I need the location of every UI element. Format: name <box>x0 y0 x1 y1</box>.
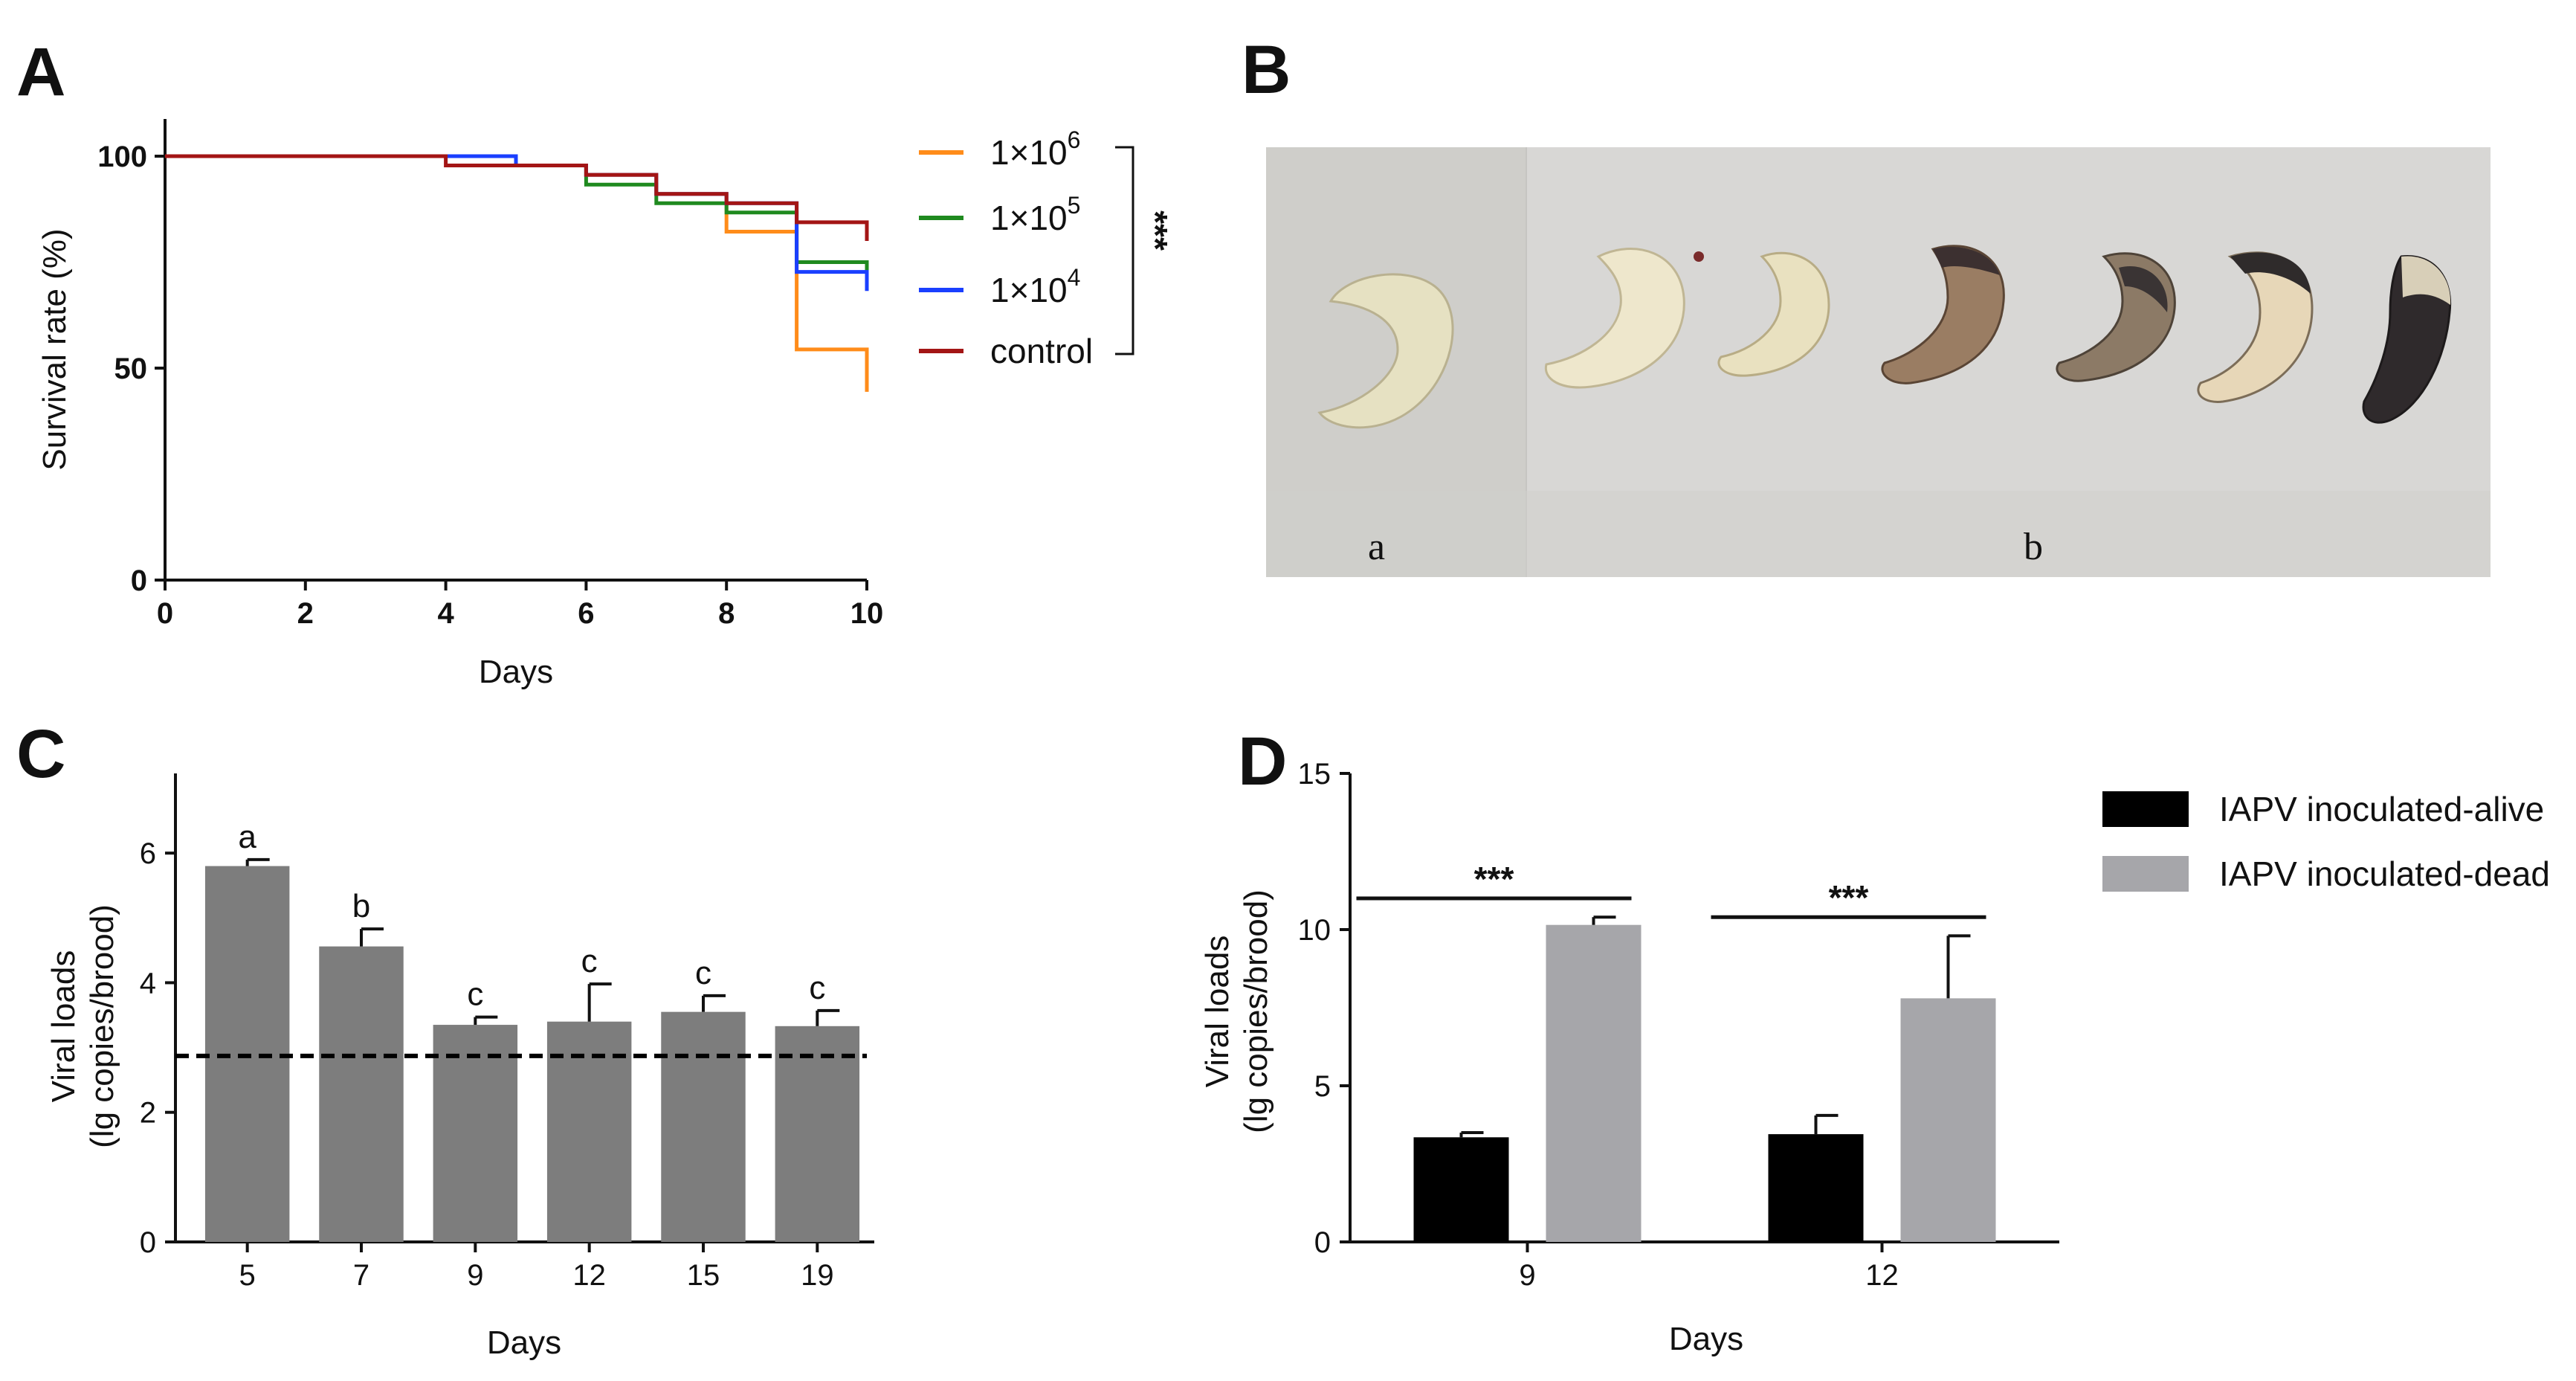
viral-load-days-y-tick-label: 4 <box>140 967 156 999</box>
photo-label-a: a <box>1368 526 1385 568</box>
viral-load-status-x-tick-label: 12 <box>1865 1259 1899 1292</box>
viral-load-days-x-tick-label: 9 <box>467 1259 483 1292</box>
viral-load-days-axes <box>174 773 874 1243</box>
viral-load-status-chart: 0 5 10 15 9 12 *** *** Days Viral loads (lg co… <box>1199 758 2550 1357</box>
viral-load-days-bar-7 <box>319 946 404 1242</box>
viral-load-status-x-axis-label: Days <box>1669 1321 1743 1357</box>
survival-series-line-1 <box>165 154 869 282</box>
survival-x-axis-label: Days <box>479 654 553 690</box>
viral-load-status-bar-0-12 <box>1768 1134 1864 1242</box>
viral-load-days-x-tick-label: 15 <box>687 1259 720 1292</box>
viral-load-days-ticks: 0 2 4 6 5 7 9 12 15 19 <box>140 837 834 1292</box>
survival-legend-label-1: 1×105 <box>990 192 1080 237</box>
viral-load-status-y-tick-label: 5 <box>1314 1070 1331 1103</box>
survival-x-tick-label: 10 <box>850 597 884 630</box>
viral-load-days-bar-12 <box>546 1021 632 1242</box>
viral-load-status-legend-swatch-1 <box>2102 856 2189 892</box>
viral-load-days-chart: 0 2 4 6 5 7 9 12 15 19 a b c c c c Days Viral loads (l… <box>45 773 874 1361</box>
viral-load-status-significance: *** *** <box>1356 860 1986 919</box>
debris-dot <box>1694 251 1704 262</box>
larva-healthy-1 <box>1317 273 1454 429</box>
larva-infected-3 <box>2197 251 2314 403</box>
panel-label-d: D <box>1238 724 1287 799</box>
viral-load-status-legend-swatch-0 <box>2102 791 2189 827</box>
viral-load-status-y-tick-label: 15 <box>1298 758 1331 791</box>
larva-infected-4 <box>2362 255 2452 424</box>
larva-healthy-3 <box>1694 251 1830 377</box>
larva-infected-1 <box>1881 245 2005 384</box>
viral-load-days-x-axis-label: Days <box>487 1324 561 1361</box>
survival-series <box>165 154 869 392</box>
viral-load-status-legend: IAPV inoculated-alive IAPV inoculated-dea… <box>2102 790 2550 893</box>
viral-load-days-x-tick-label: 12 <box>572 1259 606 1292</box>
viral-load-days-bar-15 <box>661 1011 746 1242</box>
larva-infected-2 <box>2056 252 2176 382</box>
viral-load-status-bar-1-9 <box>1546 924 1642 1242</box>
panel-label-a: A <box>16 34 65 110</box>
survival-x-tick-label: 6 <box>578 597 594 630</box>
viral-load-days-x-tick-label: 5 <box>239 1259 256 1292</box>
viral-load-status-legend-label-0: IAPV inoculated-alive <box>2219 790 2544 828</box>
survival-x-tick-label: 2 <box>297 597 314 630</box>
survival-legend-label-0: 1×106 <box>990 126 1080 172</box>
panel-label-b: B <box>1242 32 1291 108</box>
viral-load-days-group-letter-15: c <box>695 955 711 991</box>
viral-load-status-ticks: 0 5 10 15 9 12 <box>1298 758 1899 1292</box>
photo-shadow <box>1266 491 2491 577</box>
survival-legend-label-3: control <box>990 332 1093 370</box>
viral-load-status-significance-label-9: *** <box>1474 860 1514 898</box>
larva-healthy-2 <box>1544 247 1685 389</box>
photo-label-b: b <box>2024 526 2043 568</box>
survival-series-line-3 <box>165 154 869 241</box>
survival-y-tick-label: 0 <box>131 564 147 597</box>
viral-load-status-y-axis-label-units: (lg copies/brood) <box>1238 889 1274 1133</box>
viral-load-days-group-letter-5: a <box>238 819 256 855</box>
viral-load-days-bar-9 <box>433 1025 518 1242</box>
viral-load-status-y-tick-label: 0 <box>1314 1226 1331 1259</box>
panel-label-c: C <box>16 716 65 792</box>
survival-legend-label-2: 1×104 <box>990 264 1080 309</box>
survival-significance-label: *** <box>1136 210 1175 251</box>
viral-load-days-x-tick-label: 19 <box>801 1259 834 1292</box>
viral-load-status-x-tick-label: 9 <box>1519 1259 1535 1292</box>
viral-load-days-y-tick-label: 6 <box>140 837 156 870</box>
survival-y-tick-label: 50 <box>114 353 148 385</box>
viral-load-status-legend-label-1: IAPV inoculated-dead <box>2219 854 2550 893</box>
survival-x-tick-label: 0 <box>157 597 173 630</box>
viral-load-days-group-letter-9: c <box>467 976 483 1013</box>
survival-y-axis-label: Survival rate (%) <box>36 228 73 470</box>
viral-load-days-y-axis-label: Viral loads <box>45 950 82 1103</box>
viral-load-status-bar-0-9 <box>1413 1137 1509 1242</box>
viral-load-days-y-tick-label: 0 <box>140 1226 156 1259</box>
viral-load-days-y-tick-label: 2 <box>140 1097 156 1130</box>
viral-load-status-bars <box>1413 915 1996 1242</box>
viral-load-days-group-letter-12: c <box>581 943 598 979</box>
survival-x-tick-label: 8 <box>718 597 735 630</box>
viral-load-days-group-letter-19: c <box>809 970 825 1006</box>
survival-axes <box>164 119 867 582</box>
survival-legend: 1×106 1×105 1×104 control <box>919 126 1093 370</box>
viral-load-days-y-axis-label-units: (lg copies/brood) <box>84 904 120 1148</box>
survival-series-line-2 <box>165 154 869 292</box>
survival-x-tick-label: 4 <box>437 597 454 630</box>
viral-load-status-bar-1-12 <box>1900 998 1996 1242</box>
viral-load-days-bar-19 <box>775 1026 860 1242</box>
viral-load-status-y-tick-label: 10 <box>1298 914 1331 947</box>
viral-load-days-group-letter-7: b <box>352 888 370 924</box>
survival-y-tick-label: 100 <box>97 141 147 173</box>
larvae-photo: a b <box>1266 147 2491 577</box>
viral-load-status-significance-label-12: *** <box>1829 878 1869 917</box>
viral-load-status-y-axis-label: Viral loads <box>1199 936 1236 1088</box>
viral-load-days-bars: a b c c c c <box>204 819 860 1242</box>
survival-series-line-0 <box>165 154 869 392</box>
viral-load-days-x-tick-label: 7 <box>353 1259 369 1292</box>
survival-significance-bracket: *** <box>1115 146 1175 355</box>
